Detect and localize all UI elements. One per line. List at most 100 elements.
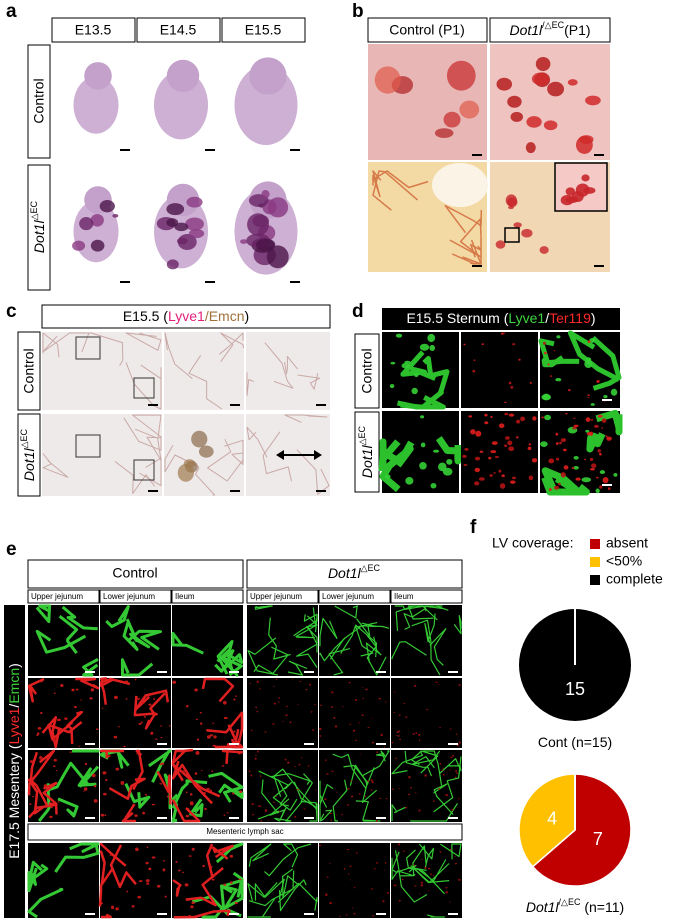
blob	[474, 467, 480, 473]
vessel	[404, 750, 433, 777]
blob	[196, 738, 200, 741]
blob	[350, 879, 352, 881]
embryo-head	[249, 57, 287, 95]
blob	[391, 788, 395, 790]
blob	[563, 465, 569, 470]
blob	[458, 741, 461, 744]
vessel	[69, 842, 100, 854]
pie-charts: absent <50% complete 15 Cont (n=15) 7 4 Dot1l/△…	[518, 535, 663, 915]
blob	[543, 351, 547, 355]
vessel	[449, 218, 482, 258]
vessel	[264, 342, 294, 389]
blob	[80, 699, 83, 701]
blob	[287, 761, 290, 764]
pie-slice	[531, 773, 632, 887]
blob	[189, 801, 194, 806]
image	[319, 843, 390, 918]
blob	[393, 884, 396, 887]
panel-label: b	[352, 1, 364, 22]
blob	[430, 873, 432, 876]
blob	[180, 770, 185, 774]
slice-label: 4	[547, 808, 557, 828]
blob	[439, 851, 442, 853]
blob	[115, 907, 119, 911]
blob	[358, 793, 361, 795]
blob	[233, 698, 236, 701]
vessel	[391, 857, 414, 880]
column-header: E13.5	[75, 22, 112, 38]
image	[391, 678, 462, 748]
blob	[324, 759, 327, 761]
blob	[445, 793, 448, 797]
image	[247, 605, 318, 676]
blob	[398, 787, 400, 789]
blob	[475, 430, 482, 437]
blob	[102, 771, 107, 775]
blob	[331, 691, 334, 694]
blob	[463, 343, 466, 346]
blob	[264, 809, 268, 812]
blob	[438, 787, 441, 791]
vessel	[246, 426, 268, 458]
blob	[131, 905, 135, 908]
blob	[364, 795, 367, 797]
image	[461, 332, 538, 408]
blob	[597, 414, 603, 418]
blob	[442, 773, 445, 776]
blob	[384, 474, 391, 479]
blob	[32, 795, 34, 798]
separator: /	[545, 310, 549, 326]
blob	[282, 720, 284, 723]
legend-swatch	[590, 575, 600, 585]
blob	[508, 381, 512, 385]
vessel	[411, 619, 441, 676]
blob	[115, 767, 120, 771]
blob	[430, 482, 437, 489]
blob	[256, 680, 259, 683]
blob	[474, 481, 480, 486]
blob	[349, 865, 352, 868]
blob	[597, 380, 601, 382]
blob	[345, 914, 348, 916]
vessel	[189, 798, 204, 818]
slice-label: 7	[593, 829, 603, 849]
blob	[395, 333, 403, 338]
blob	[120, 781, 125, 785]
blob	[511, 476, 517, 480]
gene: Dot1l	[31, 219, 47, 253]
vessel	[248, 870, 295, 907]
header-box	[41, 304, 331, 329]
blob	[249, 682, 252, 684]
blob	[78, 745, 81, 747]
blob	[336, 791, 338, 793]
blob	[188, 914, 191, 917]
blob	[275, 795, 277, 798]
blob	[408, 776, 411, 779]
vessel	[273, 768, 318, 810]
blob	[399, 738, 402, 741]
slice-label: 15	[565, 679, 585, 699]
blob	[197, 786, 202, 790]
vessel	[332, 753, 367, 790]
blob	[90, 239, 105, 252]
blob	[590, 403, 595, 406]
vessel	[215, 842, 244, 864]
blob	[565, 412, 568, 415]
gene: Dot1l	[359, 444, 375, 478]
blob	[599, 485, 603, 489]
image	[28, 678, 99, 748]
vessel	[35, 604, 52, 623]
vessel	[124, 782, 151, 809]
blob	[504, 444, 508, 448]
vessel	[188, 355, 223, 410]
marker: Emcn	[6, 668, 22, 704]
vessel	[219, 655, 243, 677]
blob	[548, 458, 555, 464]
vessel	[453, 614, 462, 635]
blob	[141, 701, 145, 704]
blob	[395, 735, 397, 736]
blob	[348, 681, 351, 684]
vessel	[41, 716, 61, 749]
blob	[375, 819, 378, 822]
blob	[532, 416, 537, 421]
